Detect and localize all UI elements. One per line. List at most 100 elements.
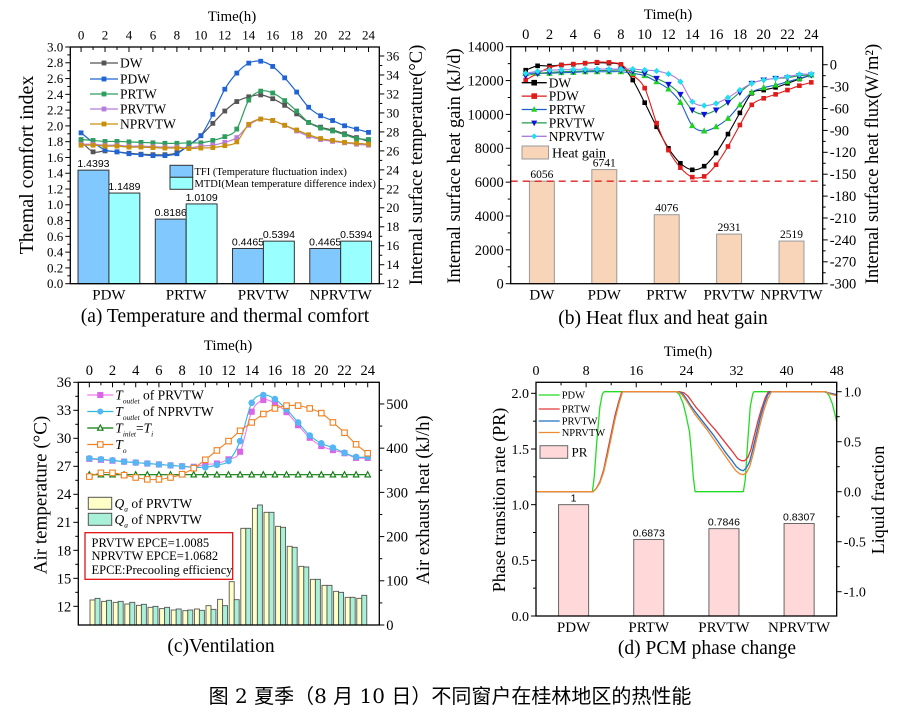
panel-b-category-label-nprvtw: NPRVTW: [760, 288, 823, 304]
left-axis-tick-label: 33: [57, 403, 72, 419]
panel-d-axes: 0 8 16 24 32 40 48 0.0 0.5 1.0 1.5 2.0 -1.0 -0.5 0.0 0.…: [512, 364, 866, 625]
top-axis-tick-label: 2: [109, 363, 116, 379]
left-axis-tick-label: 6000: [475, 175, 504, 191]
panel-c-bar-qa-prvtw: [240, 527, 247, 626]
panel-a-point-dw: [210, 120, 216, 126]
panel-b-point-pdw: [725, 144, 731, 149]
panel-d-bar-pr-nprvtw: [783, 523, 815, 617]
panel-a-point-prtw: [366, 137, 371, 142]
right-axis-tick-label: 0.0: [844, 485, 862, 500]
panel-b-bar-value-label: 6741: [593, 158, 616, 170]
panel-a-bar-group: 1.43931.1489PDW0.81861.0109PRTW0.44650.5…: [77, 158, 372, 304]
panel-b-point-nprvtw: [748, 80, 755, 87]
panel-a-point-nprvtw: [102, 143, 108, 149]
panel-d-bar-pr-prtw: [633, 538, 665, 617]
top-axis-tick-label: 10: [637, 27, 652, 43]
legend-item-heat-gain: Heat gain: [521, 145, 606, 161]
legend-label: Tinlet=Ti: [115, 421, 153, 439]
legend-item-prvtw: PRVTW: [521, 115, 595, 130]
top-axis-tick-label: 10: [194, 28, 207, 43]
panel-c-point-t-o: [109, 469, 116, 477]
panel-a-category-label-prtw: PRTW: [166, 288, 208, 304]
panel-c-bar-qa-prvtw: [193, 608, 200, 626]
panel-a-bar-value-label: 0.8186: [155, 207, 187, 219]
panel-c-bar-qa-prvtw: [124, 603, 131, 626]
top-axis-tick-label: 4: [126, 28, 133, 43]
top-axis-tick-label: 20: [314, 28, 327, 43]
panel-a-chart: 0 2 4 6 8 10 12 14 16 18 20 22 240.00.20.40.60.81.01…: [47, 28, 400, 304]
panel-b-point-nprvtw: [784, 73, 791, 80]
panel-a-point-pdw: [198, 133, 204, 139]
panel-c-point-t-inlet-t-i: [259, 470, 267, 478]
panel-b-bar-legend: Heat gain: [521, 145, 606, 161]
panel-c-bar-qa-nprvtw: [117, 600, 124, 626]
panel-c-bar-qa-nprvtw: [303, 566, 310, 626]
panel-c-bar-qa-nprvtw: [152, 605, 159, 626]
panel-a-point-pdw: [354, 126, 359, 132]
panel-c-point-t-outlet-of-nprvtw: [97, 456, 105, 463]
legend-item-prtw: PRTW: [538, 405, 590, 416]
panel-a-bar-value-label: 1.1489: [108, 181, 140, 193]
panel-c-point-t-inlet-t-i: [236, 470, 244, 478]
panel-c-point-t-o: [271, 405, 279, 412]
left-axis-tick-label: 2.6: [47, 71, 64, 86]
top-axis-tick-label: 14: [244, 363, 259, 379]
legend-label: MTDI(Mean temperature difference index): [195, 179, 377, 190]
panel-c-bar-qa-prvtw: [251, 507, 258, 626]
panel-c-point-t-o: [155, 476, 163, 483]
top-axis-tick-label: 0: [86, 363, 93, 379]
right-axis-tick-label: 30: [386, 105, 399, 120]
panel-c-bar-qa-nprvtw: [326, 584, 333, 626]
panel-b-point-dw: [713, 150, 719, 156]
panel-c-point-t-outlet-of-nprvtw: [306, 432, 314, 439]
panel-b-point-nprvtw: [677, 78, 684, 85]
legend-label-part: of PRVTW: [140, 388, 204, 403]
right-axis-tick-label: 14: [386, 257, 400, 272]
legend-bar-swatch: [169, 176, 194, 190]
legend-label-part: i: [151, 429, 153, 438]
panel-c-point-t-outlet-of-nprvtw: [109, 457, 116, 464]
panel-c-bar-qa-prvtw: [135, 604, 142, 626]
panel-a-point-prtw: [330, 128, 335, 134]
panel-a-point-pdw: [162, 153, 168, 159]
legend-item-nprvtw: NPRVTW: [90, 117, 176, 132]
top-axis-tick-label: 14: [242, 28, 256, 43]
panel-c-point-t-outlet-of-nprvtw: [167, 462, 174, 469]
panel-a-time-axis-title: Time(h): [208, 9, 257, 25]
panel-b-point-pdw: [678, 165, 683, 170]
panel-a-point-pdw: [366, 129, 371, 135]
panel-a-point-nprvtw: [342, 139, 347, 145]
right-axis-tick-label: -150: [830, 167, 857, 183]
panel-c-point-t-o: [352, 441, 360, 448]
legend-label-part: a: [124, 521, 128, 530]
legend-label: PR: [572, 444, 588, 459]
panel-b-caption: (b) Heat flux and heat gain: [558, 308, 768, 329]
panel-b-point-prtw: [736, 101, 744, 108]
panel-a-point-prtw: [210, 138, 216, 143]
panel-c-bar-qa-prvtw: [344, 596, 351, 626]
right-axis-tick-label: -210: [830, 211, 857, 227]
top-axis-tick-label: 16: [629, 364, 643, 379]
legend-label-part: T: [144, 421, 153, 436]
chart-marks: 0 2 4 6 8 10 12 14 16 18 20 22 240.00.20.40.60.81.01…: [47, 27, 866, 636]
panel-b-point-pdw: [773, 92, 778, 97]
panel-c-bar-qa-nprvtw: [291, 546, 298, 626]
legend-label-part: T: [115, 421, 124, 436]
panel-b-bar-heat-dw: [528, 180, 555, 285]
panel-a-point-prtw: [234, 126, 240, 132]
panel-c-point-t-inlet-t-i: [201, 470, 209, 478]
panel-c-point-t-inlet-t-i: [248, 470, 256, 478]
top-axis-tick-label: 8: [583, 364, 590, 379]
panel-c-point-t-o: [294, 402, 302, 409]
panel-b-bar-value-label: 2519: [780, 229, 803, 241]
legend-bar-swatch: [169, 164, 194, 178]
panel-a-bar-tfi-nprvtw: [309, 247, 342, 285]
panel-a-category-label-nprvtw: NPRVTW: [310, 288, 373, 304]
legend-item-t-o: To: [87, 437, 127, 455]
panel-a-point-nprvtw: [282, 122, 288, 128]
left-axis-tick-label: 0.2: [47, 260, 63, 275]
right-axis-tick-label: 1.0: [844, 385, 862, 400]
panel-a-caption: (a) Temperature and thermal comfort: [81, 306, 370, 327]
panel-c-point-t-outlet-of-nprvtw: [248, 399, 256, 407]
